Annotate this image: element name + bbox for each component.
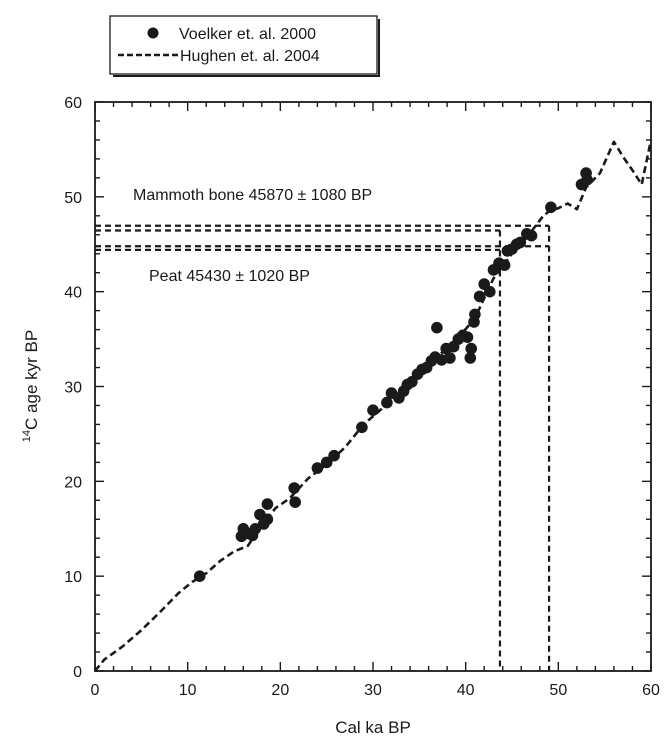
y-tick-label: 30 [64, 380, 82, 397]
y-tick-label: 10 [64, 569, 82, 586]
data-point [288, 482, 301, 494]
y-axis-title: 14C age kyr BP [21, 330, 41, 442]
x-tick-label: 10 [179, 682, 197, 699]
y-tick-label: 60 [64, 95, 82, 112]
data-point [498, 259, 511, 271]
data-point [545, 201, 557, 214]
data-point [249, 523, 262, 535]
legend-label-voelker: Voelker et. al. 2000 [179, 26, 316, 43]
y-tick-label: 0 [73, 664, 82, 681]
y-tick-label: 50 [64, 190, 82, 207]
data-point [461, 331, 474, 344]
data-point [367, 404, 379, 417]
legend-label-hughen: Hughen et. al. 2004 [180, 48, 320, 65]
x-tick-label: 30 [364, 682, 382, 699]
annotation-peat: Peat 45430 ± 1020 BP [149, 268, 310, 285]
data-point [193, 570, 206, 582]
x-tick-label: 0 [91, 682, 100, 699]
x-tick-label: 20 [271, 682, 289, 699]
data-point [525, 229, 538, 242]
legend-box [109, 15, 378, 75]
data-point [469, 308, 481, 321]
data-point [311, 462, 324, 474]
series-voelker [193, 167, 593, 582]
y-axis-title-main: C age kyr BP [22, 330, 41, 430]
legend: Voelker et. al. 2000 Hughen et. al. 2004 [109, 15, 380, 77]
x-axis-title: Cal ka BP [335, 718, 411, 737]
reference-lines [95, 224, 551, 671]
data-point [320, 456, 333, 469]
data-point [464, 352, 477, 364]
y-tick-label: 20 [64, 474, 82, 491]
y-tick-label: 40 [64, 285, 82, 302]
tick-labels: 0 10 20 30 40 50 60 0 10 20 30 40 50 60 [64, 95, 660, 699]
x-tick-label: 50 [549, 682, 567, 699]
x-tick-label: 60 [642, 682, 660, 699]
data-point [444, 352, 456, 364]
annotation-mammoth: Mammoth bone 45870 ± 1080 BP [133, 187, 372, 204]
data-point [289, 496, 302, 509]
data-point [356, 421, 368, 434]
legend-marker-voelker [147, 27, 159, 39]
data-point [431, 321, 443, 334]
data-point [381, 396, 393, 409]
data-point [581, 174, 593, 186]
data-point [261, 498, 274, 510]
x-tick-label: 40 [457, 682, 475, 699]
data-point [465, 342, 478, 355]
data-point [484, 285, 496, 298]
y-axis-title-superscript: 14 [21, 430, 33, 442]
data-point [328, 449, 340, 462]
data-point [261, 513, 274, 526]
data-point [514, 236, 527, 249]
data-point [473, 290, 486, 303]
ticks [94, 101, 652, 672]
